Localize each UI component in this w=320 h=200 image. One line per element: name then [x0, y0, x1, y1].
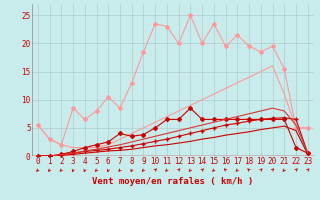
- X-axis label: Vent moyen/en rafales ( km/h ): Vent moyen/en rafales ( km/h ): [92, 178, 253, 186]
